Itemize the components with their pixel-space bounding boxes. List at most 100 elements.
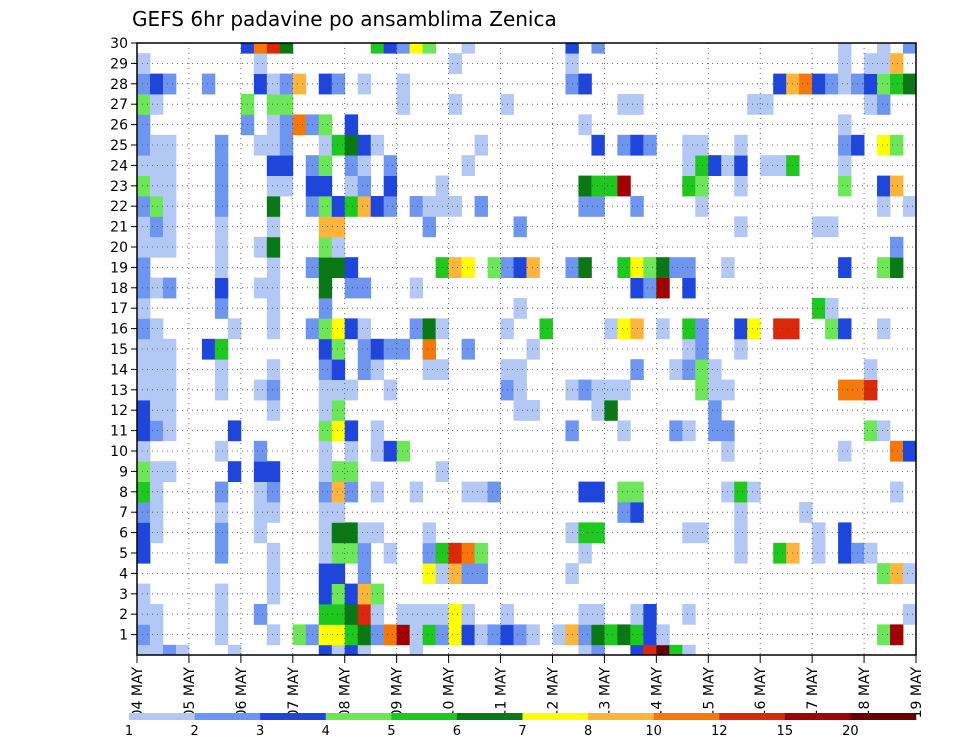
precip-cell <box>773 155 787 176</box>
precip-cell <box>137 94 151 115</box>
precip-cell <box>526 257 540 278</box>
precip-cell <box>825 216 839 238</box>
precip-cell <box>175 644 190 656</box>
dotted-grid <box>136 42 917 655</box>
precip-cell <box>214 624 229 646</box>
precip-cell <box>630 644 644 656</box>
precip-cell <box>682 318 696 340</box>
precip-cell <box>838 175 852 197</box>
precip-cell <box>591 604 605 625</box>
precip-cell <box>877 53 891 74</box>
precip-cell <box>643 624 657 646</box>
precip-cell <box>877 318 891 340</box>
precip-cell <box>137 644 151 656</box>
x-tick-label: 06 MAY <box>234 667 250 719</box>
precip-cell <box>890 440 904 462</box>
precip-cell <box>318 400 333 421</box>
precip-cell <box>617 175 631 197</box>
precip-cell <box>266 43 281 54</box>
precip-cell <box>253 277 268 299</box>
y-tick-label: 23 <box>110 179 128 195</box>
precip-cell <box>318 440 333 462</box>
y-tick-label: 8 <box>119 485 128 501</box>
precip-cell <box>137 440 151 462</box>
precip-cell <box>591 134 605 156</box>
precip-cell <box>137 604 151 625</box>
x-tick-label: 07 MAY <box>286 667 302 719</box>
precip-cell <box>162 73 177 95</box>
precip-cell <box>643 604 657 625</box>
precip-cell <box>604 318 618 340</box>
precip-cell <box>448 542 462 564</box>
precip-cell <box>656 624 670 646</box>
precip-cell <box>877 196 891 217</box>
precip-cell <box>137 114 151 136</box>
precip-cell <box>396 94 411 115</box>
precip-cell <box>357 175 372 197</box>
precip-cell <box>357 134 372 156</box>
precip-cell <box>137 73 151 95</box>
precip-cell <box>149 379 164 401</box>
precip-cell <box>318 257 333 278</box>
precip-cell <box>149 461 164 482</box>
precip-cell <box>137 502 151 523</box>
precip-cell <box>253 43 268 54</box>
precip-cell <box>617 379 631 401</box>
precip-cell <box>903 604 917 625</box>
precip-cell <box>383 43 398 54</box>
colorbar-label: 8 <box>584 724 592 739</box>
precip-cell <box>383 175 398 197</box>
colorbar-swatch <box>588 713 654 720</box>
precip-cell <box>266 400 281 421</box>
precip-cell <box>474 542 488 564</box>
colorbar-legend: 1 2 3 4 5 6 7 8 10 12 15 20 <box>125 713 917 739</box>
precip-cell <box>214 298 229 319</box>
y-tick-label: 10 <box>110 444 128 460</box>
precip-cell <box>825 298 839 319</box>
precip-cell <box>396 604 411 625</box>
precip-cell <box>137 318 151 340</box>
y-tick-label: 12 <box>110 403 128 419</box>
precip-cell <box>695 134 709 156</box>
precip-cell <box>695 175 709 197</box>
precip-cell <box>695 359 709 380</box>
precip-cell <box>266 236 281 258</box>
precip-cell <box>162 461 177 482</box>
colorbar-swatch <box>784 713 851 720</box>
precip-cell <box>422 338 437 360</box>
precip-cell <box>838 522 852 544</box>
precip-cell <box>137 216 151 238</box>
precip-cell <box>344 420 359 442</box>
y-tick-label: 3 <box>119 587 128 603</box>
precip-cell <box>331 604 346 625</box>
precip-cell <box>331 502 346 523</box>
precip-cell <box>591 175 605 197</box>
precip-cell <box>461 604 475 625</box>
precip-cell <box>422 216 437 238</box>
precip-cell <box>214 338 229 360</box>
precip-cell <box>838 73 852 95</box>
precip-cell <box>214 236 229 258</box>
precip-cell <box>890 236 904 258</box>
precip-cell <box>409 624 424 646</box>
precip-cell <box>149 236 164 258</box>
precip-cell <box>331 542 346 564</box>
precip-cell <box>331 318 346 340</box>
precip-cell <box>877 420 891 442</box>
precip-cell <box>331 73 346 95</box>
colorbar-label: 4 <box>322 724 330 739</box>
precip-cell <box>409 481 424 503</box>
precip-cell <box>344 522 359 544</box>
precip-cell <box>318 73 333 95</box>
precip-cell <box>357 338 372 360</box>
precip-cell <box>552 624 566 646</box>
precip-cell <box>422 624 437 646</box>
precip-cell <box>734 155 748 176</box>
precip-cell <box>838 114 852 136</box>
precip-cell <box>578 196 592 217</box>
precip-cell <box>214 542 229 564</box>
precip-cell <box>461 43 475 54</box>
y-tick-label: 15 <box>110 342 128 358</box>
y-tick-label: 19 <box>110 260 128 276</box>
precip-cell <box>604 175 618 197</box>
